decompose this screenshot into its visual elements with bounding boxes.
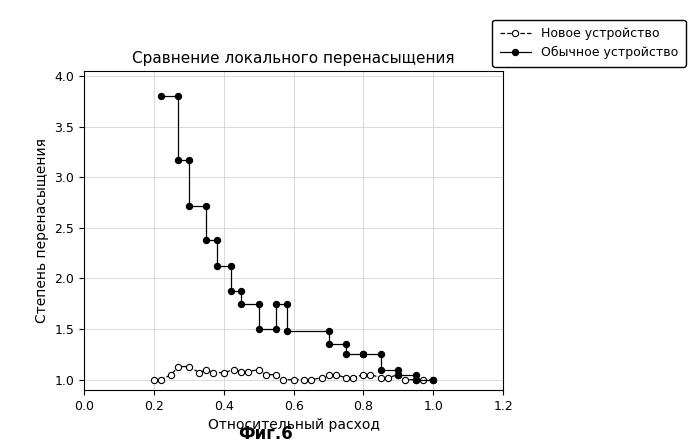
Обычное устройство xyxy=(342,342,350,347)
Новое устройство xyxy=(429,377,438,382)
X-axis label: Относительный расход: Относительный расход xyxy=(208,418,380,432)
Legend: Новое устройство, Обычное устройство: Новое устройство, Обычное устройство xyxy=(492,19,686,67)
Обычное устройство xyxy=(429,377,438,382)
Обычное устройство xyxy=(377,352,385,357)
Новое устройство xyxy=(279,377,287,382)
Новое устройство xyxy=(317,375,326,381)
Обычное устройство xyxy=(237,301,245,307)
Новое устройство xyxy=(324,372,333,377)
Обычное устройство xyxy=(185,203,193,208)
Новое устройство xyxy=(289,377,298,382)
Line: Обычное устройство: Обычное устройство xyxy=(158,93,436,383)
Новое устройство xyxy=(261,372,270,377)
Обычное устройство xyxy=(359,352,368,357)
Обычное устройство xyxy=(202,237,210,243)
Обычное устройство xyxy=(254,326,263,332)
Новое устройство xyxy=(202,367,210,372)
Обычное устройство xyxy=(394,372,403,377)
Обычное устройство xyxy=(272,301,280,307)
Text: Фиг.6: Фиг.6 xyxy=(238,424,293,443)
Новое устройство xyxy=(244,369,252,374)
Новое устройство xyxy=(366,372,375,377)
Обычное устройство xyxy=(324,342,333,347)
Новое устройство xyxy=(349,375,357,381)
Обычное устройство xyxy=(185,157,193,163)
Обычное устройство xyxy=(202,203,210,208)
Новое устройство xyxy=(419,377,427,382)
Обычное устройство xyxy=(377,367,385,372)
Новое устройство xyxy=(359,372,368,377)
Обычное устройство xyxy=(359,352,368,357)
Новое устройство xyxy=(331,372,340,377)
Новое устройство xyxy=(377,375,385,381)
Новое устройство xyxy=(401,377,410,382)
Новое устройство xyxy=(254,367,263,372)
Новое устройство xyxy=(272,372,280,377)
Новое устройство xyxy=(230,367,238,372)
Обычное устройство xyxy=(272,326,280,332)
Обычное устройство xyxy=(226,288,235,293)
Обычное устройство xyxy=(282,328,291,334)
Новое устройство xyxy=(342,375,350,381)
Обычное устройство xyxy=(212,264,221,269)
Новое устройство xyxy=(195,370,203,375)
Новое устройство xyxy=(219,370,228,375)
Обычное устройство xyxy=(226,264,235,269)
Новое устройство xyxy=(412,377,420,382)
Новое устройство xyxy=(185,364,193,369)
Новое устройство xyxy=(167,372,175,377)
Новое устройство xyxy=(157,377,165,382)
Обычное устройство xyxy=(282,301,291,307)
Новое устройство xyxy=(307,377,315,382)
Line: Новое устройство: Новое устройство xyxy=(151,363,436,383)
Обычное устройство xyxy=(394,367,403,372)
Title: Сравнение локального перенасыщения: Сравнение локального перенасыщения xyxy=(132,51,455,66)
Новое устройство xyxy=(300,377,308,382)
Новое устройство xyxy=(174,364,182,369)
Обычное устройство xyxy=(212,237,221,243)
Обычное устройство xyxy=(342,352,350,357)
Новое устройство xyxy=(237,369,245,374)
Обычное устройство xyxy=(157,93,165,99)
Обычное устройство xyxy=(174,157,182,163)
Обычное устройство xyxy=(412,377,420,382)
Обычное устройство xyxy=(324,328,333,334)
Обычное устройство xyxy=(237,288,245,293)
Обычное устройство xyxy=(174,93,182,99)
Обычное устройство xyxy=(412,372,420,377)
Y-axis label: Степень перенасыщения: Степень перенасыщения xyxy=(35,138,49,323)
Новое устройство xyxy=(209,370,217,375)
Новое устройство xyxy=(150,377,158,382)
Обычное устройство xyxy=(254,301,263,307)
Новое устройство xyxy=(394,372,403,377)
Новое устройство xyxy=(384,375,392,381)
